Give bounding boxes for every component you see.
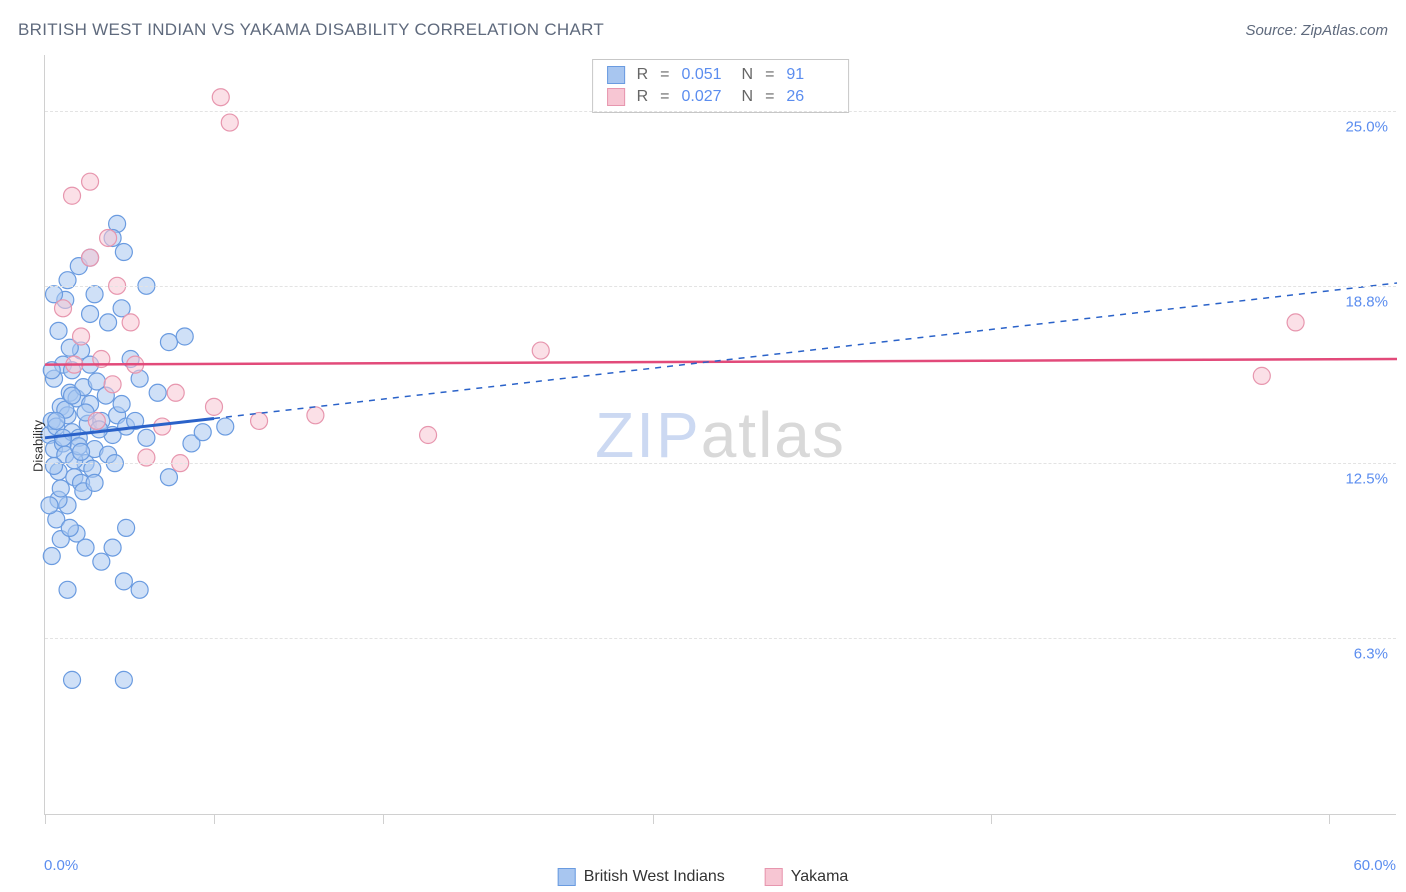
eq-sign: = (765, 66, 774, 84)
stats-row-bwi: R = 0.051 N = 91 (607, 64, 835, 86)
swatch-bwi (607, 66, 625, 84)
data-point-yakama (104, 376, 121, 393)
data-point-bwi (149, 384, 166, 401)
data-point-bwi (194, 424, 211, 441)
data-point-bwi (46, 457, 63, 474)
stats-row-yakama: R = 0.027 N = 26 (607, 86, 835, 108)
x-tick (214, 814, 215, 824)
data-point-bwi (48, 412, 65, 429)
data-point-yakama (251, 412, 268, 429)
data-point-bwi (86, 474, 103, 491)
data-point-bwi (160, 469, 177, 486)
swatch-yakama (765, 868, 783, 886)
data-point-yakama (1287, 314, 1304, 331)
r-label: R (637, 66, 649, 84)
data-point-bwi (61, 519, 78, 536)
data-point-bwi (86, 286, 103, 303)
data-point-yakama (55, 300, 72, 317)
r-value-bwi: 0.051 (682, 66, 730, 84)
data-point-bwi (93, 553, 110, 570)
r-label: R (637, 88, 649, 106)
data-point-yakama (420, 427, 437, 444)
data-point-bwi (104, 539, 121, 556)
data-point-bwi (64, 671, 81, 688)
y-tick-label: 6.3% (1354, 645, 1388, 662)
data-point-bwi (131, 581, 148, 598)
data-point-bwi (41, 497, 58, 514)
y-axis-label: Disability (31, 420, 46, 472)
data-point-bwi (115, 573, 132, 590)
data-point-bwi (100, 314, 117, 331)
data-point-yakama (88, 412, 105, 429)
data-point-bwi (77, 539, 94, 556)
y-tick-label: 25.0% (1345, 119, 1388, 136)
r-value-yakama: 0.027 (682, 88, 730, 106)
n-value-yakama: 26 (786, 88, 834, 106)
data-point-yakama (82, 249, 99, 266)
data-point-bwi (115, 671, 132, 688)
data-point-yakama (307, 407, 324, 424)
plot-svg (45, 55, 1396, 814)
data-point-bwi (59, 581, 76, 598)
data-point-bwi (73, 443, 90, 460)
data-point-yakama (167, 384, 184, 401)
n-label: N (742, 88, 754, 106)
stats-legend: R = 0.051 N = 91 R = 0.027 N = 26 (592, 59, 850, 113)
data-point-yakama (73, 328, 90, 345)
x-tick (991, 814, 992, 824)
swatch-bwi (558, 868, 576, 886)
data-point-yakama (122, 314, 139, 331)
legend-label-bwi: British West Indians (584, 868, 725, 886)
data-point-bwi (50, 322, 67, 339)
swatch-yakama (607, 88, 625, 106)
data-point-bwi (113, 396, 130, 413)
legend-item-yakama: Yakama (765, 868, 849, 886)
data-point-bwi (217, 418, 234, 435)
x-tick (1329, 814, 1330, 824)
gridline (45, 111, 1396, 112)
data-point-bwi (138, 429, 155, 446)
n-label: N (742, 66, 754, 84)
data-point-bwi (64, 387, 81, 404)
x-axis-max-label: 60.0% (1353, 857, 1396, 874)
gridline (45, 463, 1396, 464)
data-point-bwi (160, 334, 177, 351)
eq-sign: = (765, 88, 774, 106)
y-tick-label: 12.5% (1345, 471, 1388, 488)
x-axis-min-label: 0.0% (44, 857, 78, 874)
data-point-bwi (82, 305, 99, 322)
x-tick (383, 814, 384, 824)
data-point-bwi (43, 548, 60, 565)
trend-line (214, 283, 1397, 418)
data-point-bwi (115, 244, 132, 261)
data-point-yakama (82, 173, 99, 190)
legend-label-yakama: Yakama (791, 868, 849, 886)
data-point-yakama (532, 342, 549, 359)
data-point-yakama (212, 89, 229, 106)
n-value-bwi: 91 (786, 66, 834, 84)
source-label: Source: ZipAtlas.com (1245, 22, 1388, 39)
plot-area: ZIPatlas R = 0.051 N = 91 R = 0.027 N = … (44, 55, 1396, 815)
trend-line (45, 359, 1397, 365)
x-tick (45, 814, 46, 824)
eq-sign: = (660, 88, 669, 106)
data-point-bwi (118, 519, 135, 536)
legend-item-bwi: British West Indians (558, 868, 725, 886)
data-point-yakama (206, 398, 223, 415)
data-point-bwi (176, 328, 193, 345)
gridline (45, 286, 1396, 287)
data-point-yakama (1253, 367, 1270, 384)
series-legend: British West Indians Yakama (558, 868, 849, 886)
data-point-yakama (64, 187, 81, 204)
data-point-yakama (221, 114, 238, 131)
x-tick (653, 814, 654, 824)
y-tick-label: 18.8% (1345, 293, 1388, 310)
data-point-bwi (52, 480, 69, 497)
data-point-yakama (100, 229, 117, 246)
chart-title: BRITISH WEST INDIAN VS YAKAMA DISABILITY… (18, 20, 604, 40)
gridline (45, 638, 1396, 639)
eq-sign: = (660, 66, 669, 84)
